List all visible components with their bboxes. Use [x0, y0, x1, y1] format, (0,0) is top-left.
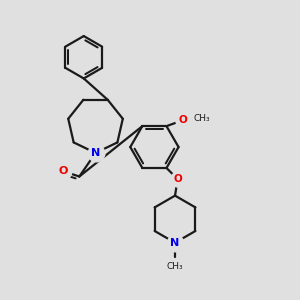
Text: O: O [173, 174, 182, 184]
Text: O: O [58, 166, 68, 176]
Text: N: N [170, 238, 180, 248]
Text: CH₃: CH₃ [194, 114, 211, 123]
Text: O: O [178, 115, 187, 125]
Text: N: N [91, 148, 100, 158]
Text: CH₃: CH₃ [167, 262, 183, 272]
